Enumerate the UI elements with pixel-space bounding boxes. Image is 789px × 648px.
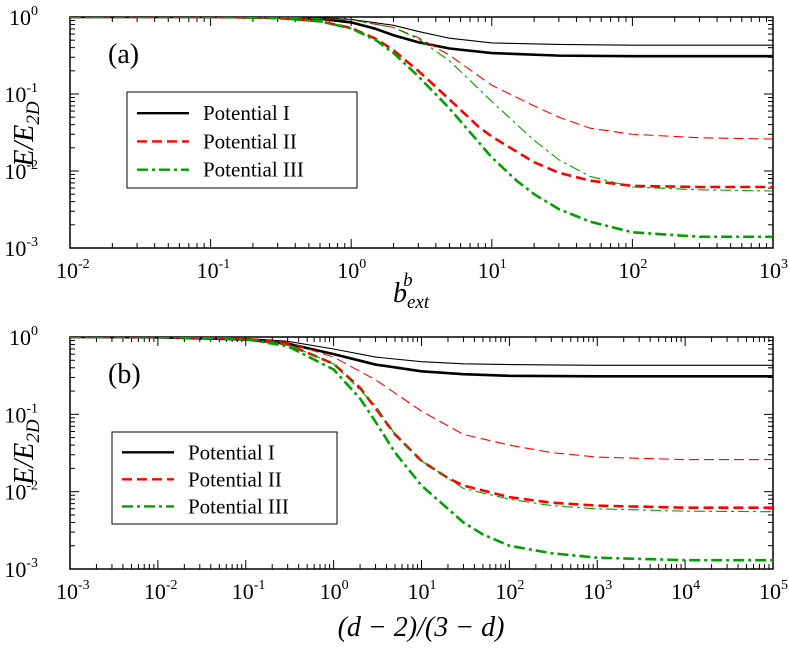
panel-b-chart: 10-3 10-2 10-1 100 101 102 103 104 105 10-3 10-2 10… <box>4 324 788 643</box>
panel-b-xlabel: (d − 2)/(3 − d) <box>338 612 505 643</box>
panel-b-label: (b) <box>108 359 141 390</box>
svg-text:E/E2D: E/E2D <box>9 419 44 486</box>
x-tick-label: 104 <box>671 578 700 604</box>
series-line-solid-thick <box>70 337 773 378</box>
y-tick-label: 10-3 <box>4 235 38 261</box>
legend-entry-label: Potential III <box>203 158 304 182</box>
legend-entry-label: Potential II <box>188 467 282 491</box>
series-line-dashdot-thin <box>70 337 773 513</box>
series-line-solid-thick <box>70 17 773 58</box>
x-tick-label: 102 <box>495 578 524 604</box>
legend-entry-label: Potential III <box>188 494 289 518</box>
y-tick-label: 10-3 <box>4 556 38 582</box>
x-tick-label: 103 <box>583 578 612 604</box>
panel-a-legend-box <box>126 91 358 189</box>
x-tick-label: 101 <box>408 578 437 604</box>
y-tick-label: 10-2 <box>4 479 38 505</box>
panel-b-legend-box <box>111 431 338 525</box>
legend-entry-label: Potential I <box>188 440 275 464</box>
x-tick-label: 100 <box>320 578 349 604</box>
x-tick-label: 10-3 <box>56 578 90 604</box>
panel-b-legend: Potential I Potential II Potential III <box>111 431 338 525</box>
y-tick-label: 100 <box>9 4 38 30</box>
series-line-dashdot-thick <box>70 17 773 239</box>
series-line-dashed-thin <box>70 337 773 461</box>
panel-a-ylabel: E/E2D <box>9 101 44 168</box>
x-tick-label: 10-1 <box>197 257 231 283</box>
x-tick-label: 103 <box>759 257 788 283</box>
series-line-dashdot-thin <box>70 17 773 192</box>
x-tick-label: 102 <box>618 257 647 283</box>
x-tick-label: 101 <box>478 257 507 283</box>
x-tick-label: 100 <box>337 257 366 283</box>
panel-a-plot-frame <box>69 16 774 249</box>
series-line-solid-thin <box>70 17 773 46</box>
series-line-dashed-thin <box>70 17 773 140</box>
panel-a-legend: Potential I Potential II Potential III <box>126 91 358 189</box>
svg-text:E/E2D: E/E2D <box>9 101 44 168</box>
legend-entry-label: Potential I <box>203 101 290 125</box>
panel-b-ylabel: E/E2D <box>9 419 44 486</box>
legend-entry-label: Potential II <box>203 129 297 153</box>
panel-a-xlabel: bextb <box>393 270 430 313</box>
panel-a-label: (a) <box>108 39 139 70</box>
series-line-solid-thin <box>70 337 773 366</box>
x-tick-label: 105 <box>759 578 788 604</box>
x-tick-label: 10-1 <box>232 578 266 604</box>
y-tick-label: 100 <box>9 324 38 350</box>
svg-text:bextb: bextb <box>393 270 430 313</box>
series-line-dashdot-thick <box>70 337 773 562</box>
x-tick-label: 10-2 <box>56 257 90 283</box>
x-tick-label: 10-2 <box>144 578 178 604</box>
